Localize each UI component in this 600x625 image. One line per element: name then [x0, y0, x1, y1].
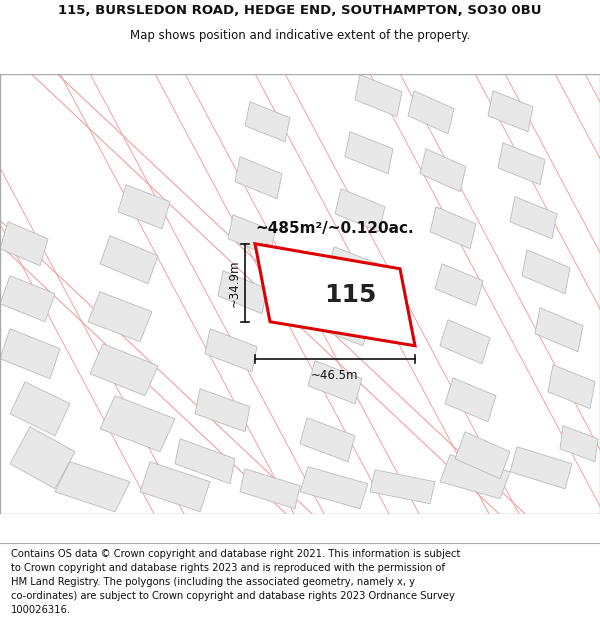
Text: Map shows position and indicative extent of the property.: Map shows position and indicative extent…: [130, 29, 470, 42]
Polygon shape: [255, 244, 415, 346]
Text: ~485m²/~0.120ac.: ~485m²/~0.120ac.: [255, 221, 413, 236]
Polygon shape: [10, 427, 75, 489]
Polygon shape: [228, 215, 275, 256]
Polygon shape: [140, 462, 210, 512]
Text: ~34.9m: ~34.9m: [228, 259, 241, 306]
Polygon shape: [335, 189, 385, 232]
Polygon shape: [522, 250, 570, 294]
Polygon shape: [0, 276, 55, 322]
Text: to Crown copyright and database rights 2023 and is reproduced with the permissio: to Crown copyright and database rights 2…: [11, 563, 445, 573]
Text: Contains OS data © Crown copyright and database right 2021. This information is : Contains OS data © Crown copyright and d…: [11, 549, 460, 559]
Polygon shape: [235, 157, 282, 199]
Polygon shape: [308, 361, 362, 404]
Polygon shape: [240, 469, 300, 509]
Polygon shape: [440, 320, 490, 364]
Polygon shape: [88, 292, 152, 342]
Polygon shape: [175, 439, 235, 484]
Polygon shape: [445, 378, 496, 422]
Polygon shape: [318, 305, 370, 346]
Polygon shape: [328, 247, 378, 289]
Polygon shape: [510, 447, 572, 489]
Polygon shape: [118, 185, 170, 229]
Polygon shape: [435, 264, 483, 306]
Polygon shape: [345, 132, 393, 174]
Text: HM Land Registry. The polygons (including the associated geometry, namely x, y: HM Land Registry. The polygons (includin…: [11, 577, 415, 587]
Polygon shape: [218, 271, 267, 314]
Polygon shape: [195, 389, 250, 432]
Polygon shape: [498, 142, 545, 185]
Polygon shape: [245, 102, 290, 142]
Polygon shape: [535, 308, 583, 352]
Polygon shape: [0, 222, 48, 266]
Polygon shape: [90, 344, 158, 396]
Polygon shape: [455, 432, 510, 479]
Text: Bursledon road: Bursledon road: [258, 241, 298, 306]
Text: ~46.5m: ~46.5m: [311, 369, 359, 382]
Polygon shape: [355, 75, 402, 117]
Polygon shape: [420, 149, 466, 192]
Text: co-ordinates) are subject to Crown copyright and database rights 2023 Ordnance S: co-ordinates) are subject to Crown copyr…: [11, 591, 455, 601]
Text: 100026316.: 100026316.: [11, 605, 71, 615]
Polygon shape: [300, 467, 368, 509]
Text: 115: 115: [324, 283, 376, 307]
Polygon shape: [440, 455, 510, 499]
Polygon shape: [510, 197, 557, 239]
Polygon shape: [0, 329, 60, 379]
Polygon shape: [408, 91, 454, 134]
Polygon shape: [205, 329, 257, 372]
Polygon shape: [488, 91, 533, 132]
Polygon shape: [560, 426, 598, 462]
Polygon shape: [100, 236, 158, 284]
Polygon shape: [430, 207, 476, 249]
Polygon shape: [300, 418, 355, 462]
Polygon shape: [370, 470, 435, 504]
Text: 115, BURSLEDON ROAD, HEDGE END, SOUTHAMPTON, SO30 0BU: 115, BURSLEDON ROAD, HEDGE END, SOUTHAMP…: [58, 4, 542, 17]
Polygon shape: [55, 462, 130, 512]
Polygon shape: [10, 382, 70, 436]
Polygon shape: [100, 396, 175, 452]
Polygon shape: [548, 365, 595, 409]
